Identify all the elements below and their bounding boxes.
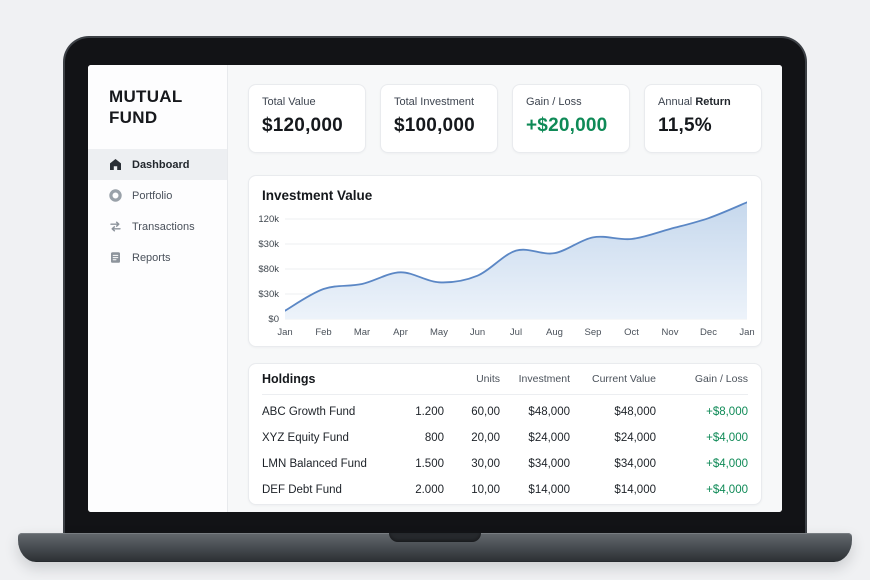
x-axis-tick: Mar — [353, 327, 371, 338]
donut-chart-icon — [109, 189, 122, 203]
trend-line — [285, 201, 747, 312]
transfer-arrows-icon — [110, 221, 121, 232]
stat-value: +$20,000 — [526, 115, 608, 136]
fund-qty: 1.200 — [415, 406, 444, 418]
fund-name: ABC Growth Fund — [262, 406, 356, 418]
x-axis-tick: May — [430, 327, 448, 338]
stats-row: Total Value $120,000 Total Investment $1… — [248, 84, 762, 153]
x-axis-tick: Jan — [739, 327, 755, 338]
fund-name: DEF Debt Fund — [262, 484, 342, 496]
laptop-base — [18, 533, 852, 562]
y-axis-tick: $80k — [258, 264, 279, 275]
stat-value: 11,5% — [658, 115, 712, 136]
brand-line-2: FUND — [109, 107, 158, 127]
area-fill — [285, 202, 747, 319]
brand-line-1: MUTUAL — [109, 87, 183, 106]
y-axis-tick: $30k — [258, 289, 279, 300]
stat-value: $100,000 — [394, 115, 475, 136]
fund-units: 30,00 — [471, 458, 500, 470]
x-axis-tick: Aug — [546, 327, 563, 338]
report-document-icon — [111, 252, 120, 264]
fund-gain: +$4,000 — [706, 458, 748, 470]
sidebar-item-dashboard[interactable]: Dashboard — [88, 149, 227, 181]
fund-investment: $48,000 — [528, 406, 570, 418]
stat-card-gain-loss: Gain / Loss +$20,000 — [512, 84, 630, 153]
main-content: Total Value $120,000 Total Investment $1… — [228, 65, 782, 512]
column-header-investment: Investment — [518, 373, 570, 385]
fund-name: XYZ Equity Fund — [262, 432, 349, 444]
fund-gain: +$4,000 — [706, 484, 748, 496]
stat-label-normal: Annual — [658, 96, 693, 108]
stat-label: Annual Return — [658, 96, 748, 108]
table-row: LMN Balanced Fund 1.500 30,00 $34,000 $3… — [262, 451, 748, 477]
table-row: ABC Growth Fund 1.200 60,00 $48,000 $48,… — [262, 399, 748, 425]
sidebar-item-transactions[interactable]: Transactions — [88, 211, 227, 242]
y-axis-tick: $30k — [258, 239, 279, 250]
x-axis-tick: Apr — [393, 327, 408, 338]
sidebar-item-label: Reports — [132, 251, 171, 264]
table-row: DEF Debt Fund 2.000 10,00 $14,000 $14,00… — [262, 477, 748, 503]
holdings-rows: ABC Growth Fund 1.200 60,00 $48,000 $48,… — [262, 395, 748, 503]
x-axis-tick: Dec — [700, 327, 717, 338]
sidebar-item-label: Transactions — [132, 220, 195, 233]
stat-label: Total Investment — [394, 96, 475, 108]
area-chart-plot — [285, 201, 747, 320]
sidebar-nav: Dashboard Portfolio Transactions — [88, 149, 227, 273]
x-axis-tick: Jul — [509, 327, 523, 338]
home-icon — [110, 159, 121, 171]
holdings-table: Holdings Units Investment Current Value … — [248, 363, 762, 505]
fund-gain: +$8,000 — [706, 406, 748, 418]
chart-title: Investment Value — [262, 188, 373, 203]
x-axis-tick: Jun — [469, 327, 486, 338]
stat-card-total-investment: Total Investment $100,000 — [380, 84, 498, 153]
stat-label: Total Value — [262, 96, 316, 108]
sidebar-item-reports[interactable]: Reports — [88, 242, 227, 273]
holdings-title: Holdings — [262, 372, 316, 386]
table-row: XYZ Equity Fund 800 20,00 $24,000 $24,00… — [262, 425, 748, 451]
y-axis-tick: 120k — [258, 214, 279, 225]
sidebar: MUTUAL FUND Dashboard Portfolio — [88, 65, 228, 512]
fund-qty: 1.500 — [415, 458, 444, 470]
stat-card-annual-return: Annual Return 11,5% — [644, 84, 762, 153]
fund-gain: +$4,000 — [706, 432, 748, 444]
sidebar-item-label: Dashboard — [132, 158, 190, 171]
stat-label: Gain / Loss — [526, 96, 582, 108]
fund-qty: 800 — [424, 432, 444, 444]
fund-current-value: $48,000 — [614, 406, 656, 418]
laptop-base-notch — [389, 533, 481, 542]
screen: MUTUAL FUND Dashboard Portfolio — [88, 65, 782, 512]
investment-value-chart: Investment Value $0 $30k $80k $30k 120k — [248, 175, 762, 347]
laptop-lid: MUTUAL FUND Dashboard Portfolio — [63, 36, 807, 533]
stat-value: $120,000 — [262, 115, 343, 136]
fund-investment: $34,000 — [528, 458, 570, 470]
fund-qty: 2.000 — [415, 484, 444, 496]
stat-card-total-value: Total Value $120,000 — [248, 84, 366, 153]
fund-investment: $24,000 — [528, 432, 570, 444]
fund-current-value: $34,000 — [614, 458, 656, 470]
sidebar-item-label: Portfolio — [132, 189, 173, 202]
sidebar-item-portfolio[interactable]: Portfolio — [88, 180, 227, 211]
x-axis-tick: Oct — [624, 327, 639, 338]
x-axis-tick: Sep — [584, 327, 602, 338]
fund-current-value: $14,000 — [614, 484, 656, 496]
brand-logo: MUTUAL FUND — [88, 65, 227, 128]
fund-investment: $14,000 — [528, 484, 570, 496]
fund-units: 20,00 — [471, 432, 500, 444]
column-header-units: Units — [476, 373, 500, 385]
fund-name: LMN Balanced Fund — [262, 458, 367, 470]
stat-label-bold: Return — [695, 96, 731, 108]
fund-current-value: $24,000 — [614, 432, 656, 444]
y-axis-tick: $0 — [268, 314, 279, 325]
fund-units: 10,00 — [471, 484, 500, 496]
x-axis-tick: Nov — [661, 327, 679, 338]
x-axis-tick: Feb — [315, 327, 332, 338]
column-header-gain-loss: Gain / Loss — [694, 373, 748, 385]
x-axis-tick: Jan — [277, 327, 293, 338]
holdings-header-row: Holdings Units Investment Current Value … — [262, 364, 748, 395]
fund-units: 60,00 — [471, 406, 500, 418]
column-header-current-value: Current Value — [591, 373, 656, 385]
